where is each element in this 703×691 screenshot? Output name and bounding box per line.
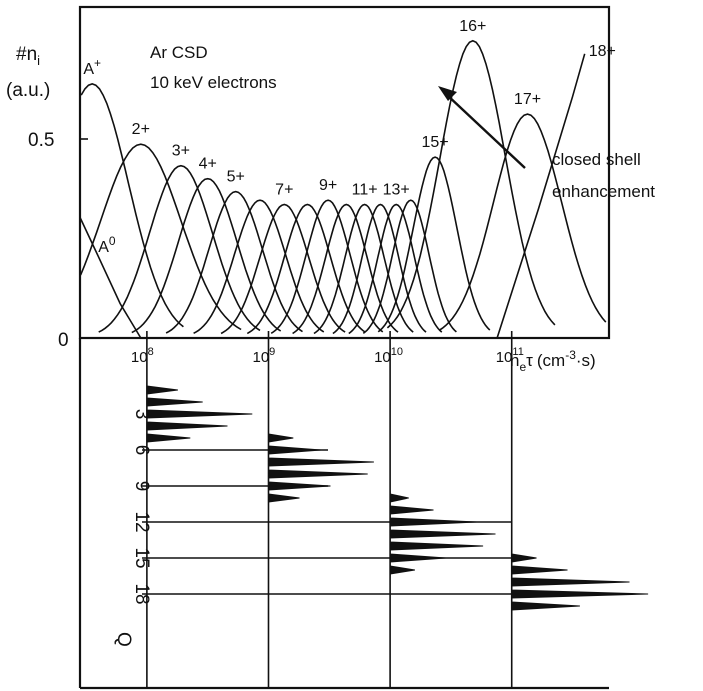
q-tick-9: 9 xyxy=(131,481,152,492)
curve-8plus xyxy=(246,203,366,335)
callout-line1: closed shell xyxy=(552,150,641,169)
peak-label-15plus: 15+ xyxy=(422,134,449,151)
upper-peak-labels: A+ 2+ 3+ 4+ 5+ 7+ 9+ 11+ 13+ 15+ 16+ 17+ 18+ A0 xyxy=(83,18,615,256)
curve-15plus xyxy=(377,156,491,333)
distribution-10-9 xyxy=(267,430,374,506)
ytick-label-0: 0 xyxy=(58,330,69,351)
upper-plot-frame xyxy=(78,5,611,340)
q-tick-18: 18 xyxy=(131,583,152,604)
curve-Aplus xyxy=(80,83,184,328)
curve-3plus xyxy=(98,164,261,333)
distribution-10-8 xyxy=(146,382,253,446)
upper-curves xyxy=(79,39,607,339)
decade-label-9: 109 xyxy=(252,346,275,366)
q-tick-15: 15 xyxy=(131,547,152,568)
distribution-10-11 xyxy=(511,550,649,614)
peak-label-13plus: 13+ xyxy=(383,182,410,199)
q-tick-12: 12 xyxy=(131,511,152,532)
callout-arrow-head xyxy=(438,86,457,101)
lower-distributions: 3 6 9 12 15 18 xyxy=(131,382,649,614)
curve-12plus xyxy=(332,203,427,335)
annotation-line2: 10 keV electrons xyxy=(150,73,277,92)
curve-6plus xyxy=(193,199,325,334)
decade-label-8: 108 xyxy=(131,346,154,366)
curve-5plus xyxy=(165,190,303,334)
curve-7plus xyxy=(220,203,346,335)
peak-label-Aplus: A+ xyxy=(83,56,101,78)
curve-14plus xyxy=(362,199,457,334)
curve-neutral xyxy=(79,217,142,339)
curve-9plus xyxy=(270,199,384,334)
curve-10plus xyxy=(292,203,399,335)
callout-arrow-shaft xyxy=(445,93,526,169)
peak-label-11plus: 11+ xyxy=(352,182,378,199)
peak-label-18plus: 18+ xyxy=(589,43,616,60)
peak-label-17plus: 17+ xyxy=(514,91,541,108)
distribution-10-10 xyxy=(389,490,496,578)
callout-line2: enhancement xyxy=(552,182,655,201)
xlabel: neτ (cm-3·s) xyxy=(510,348,596,374)
curve-11plus xyxy=(313,203,414,335)
ylabel-line2: (a.u.) xyxy=(6,80,50,101)
peak-label-3plus: 3+ xyxy=(172,143,190,160)
decade-axis: 108 109 1010 1011 xyxy=(131,331,524,688)
peak-label-2plus: 2+ xyxy=(132,121,150,138)
annotation-line1: Ar CSD xyxy=(150,43,208,62)
peak-label-4plus: 4+ xyxy=(199,156,217,173)
curve-2plus xyxy=(79,143,242,331)
peak-label-neutral: A0 xyxy=(98,234,116,256)
curve-18plus xyxy=(496,53,586,339)
q-tick-6: 6 xyxy=(131,445,152,456)
q-axis-label: Q xyxy=(113,632,134,647)
curve-4plus xyxy=(131,177,282,334)
peak-label-9plus: 9+ xyxy=(319,177,337,194)
ylabel-line1: #ni xyxy=(16,44,40,68)
peak-label-16plus: 16+ xyxy=(459,18,486,35)
q-tick-3: 3 xyxy=(131,409,152,420)
curve-13plus xyxy=(348,203,443,335)
peak-label-7plus: 7+ xyxy=(275,182,293,199)
peak-label-5plus: 5+ xyxy=(227,169,245,186)
decade-label-11: 1011 xyxy=(496,346,524,366)
decade-label-10: 1010 xyxy=(374,346,403,366)
curve-16plus xyxy=(386,39,556,329)
ytick-label-0.5: 0.5 xyxy=(28,130,54,151)
curve-17plus xyxy=(438,113,607,332)
